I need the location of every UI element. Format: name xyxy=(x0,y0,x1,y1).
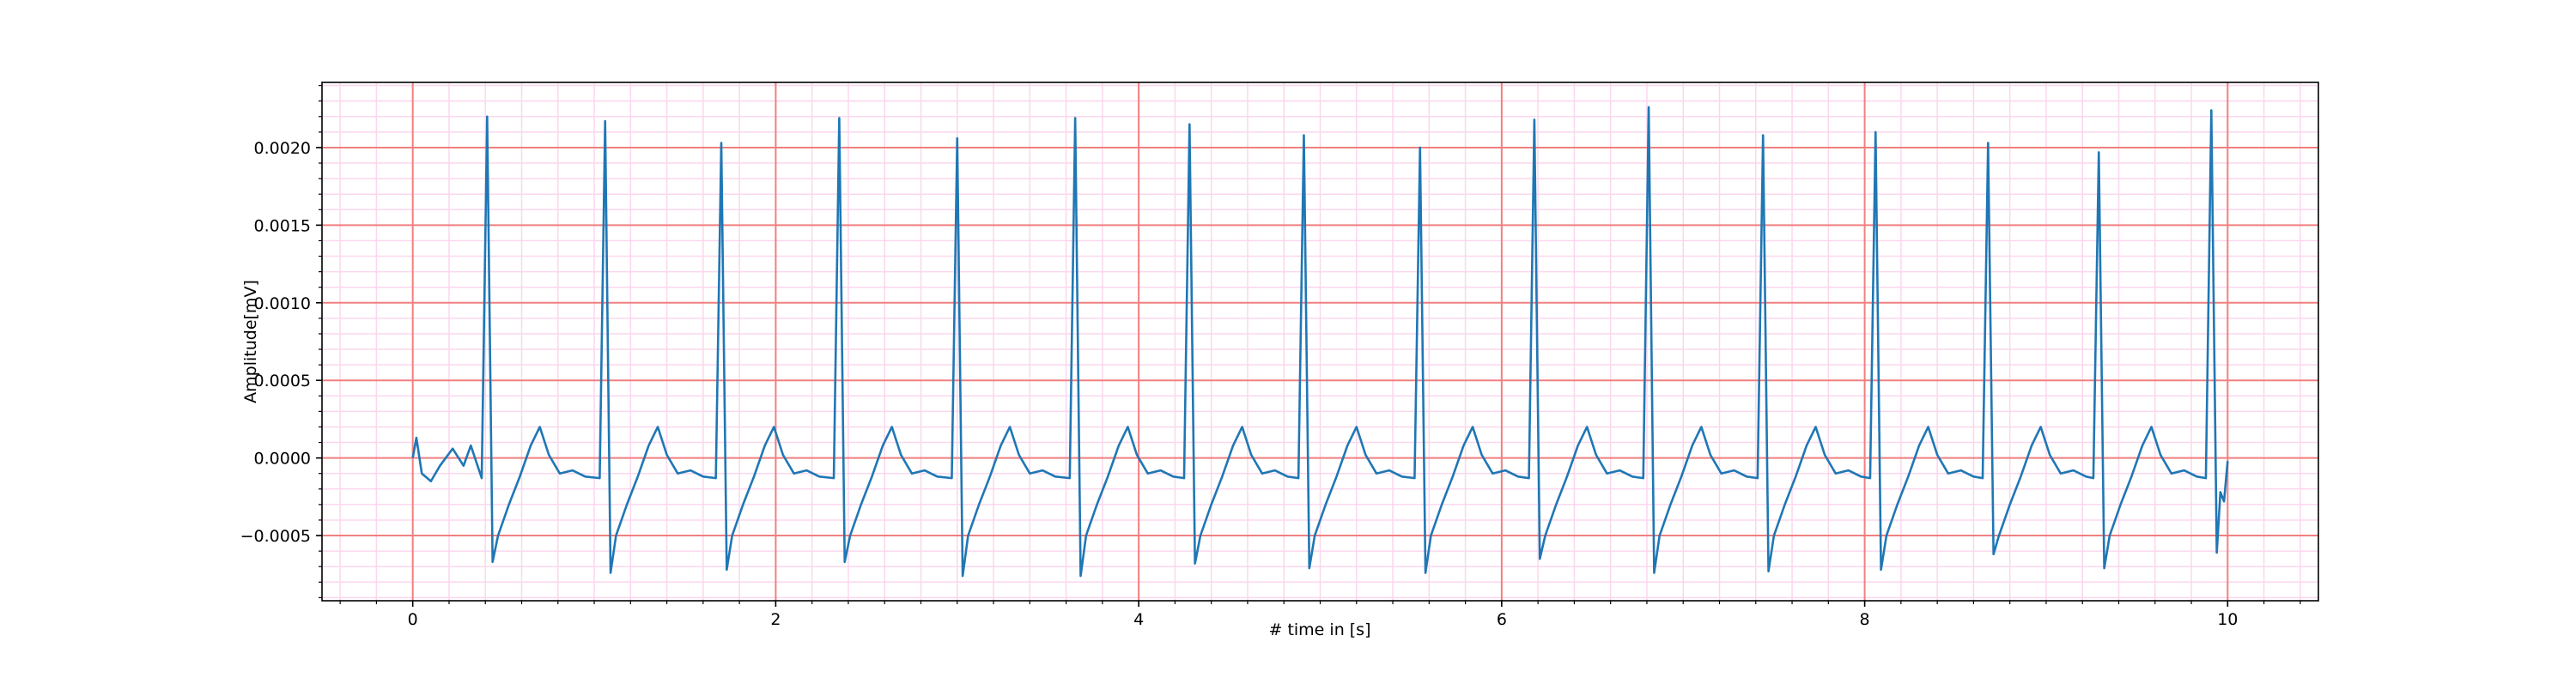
y-tick-label: −0.0005 xyxy=(240,527,311,546)
y-tick-label: 0.0005 xyxy=(254,372,311,390)
y-axis-label: Amplitude[mV] xyxy=(241,280,260,403)
y-tick-label: 0.0020 xyxy=(254,139,311,158)
x-tick-label: 0 xyxy=(408,610,418,629)
axes: 0 2 4 6 8 10 −0.0005 0.0000 0.0005 0.0010 0.0015 0.… xyxy=(240,82,2319,629)
y-tick-label: 0.0010 xyxy=(254,294,311,313)
y-tick-label: 0.0000 xyxy=(254,450,311,469)
x-tick-label: 10 xyxy=(2217,610,2238,629)
y-tick-label: 0.0015 xyxy=(254,216,311,235)
ecg-line xyxy=(411,106,2229,578)
x-axis-label: # time in [s] xyxy=(1268,620,1370,639)
plot-frame xyxy=(321,82,2319,602)
x-tick-label: 2 xyxy=(770,610,781,629)
x-tick-label: 4 xyxy=(1133,610,1144,629)
plot xyxy=(411,106,2229,578)
x-tick-label: 8 xyxy=(1860,610,1870,629)
x-tick-label: 6 xyxy=(1497,610,1507,629)
major-grid xyxy=(322,82,2318,601)
